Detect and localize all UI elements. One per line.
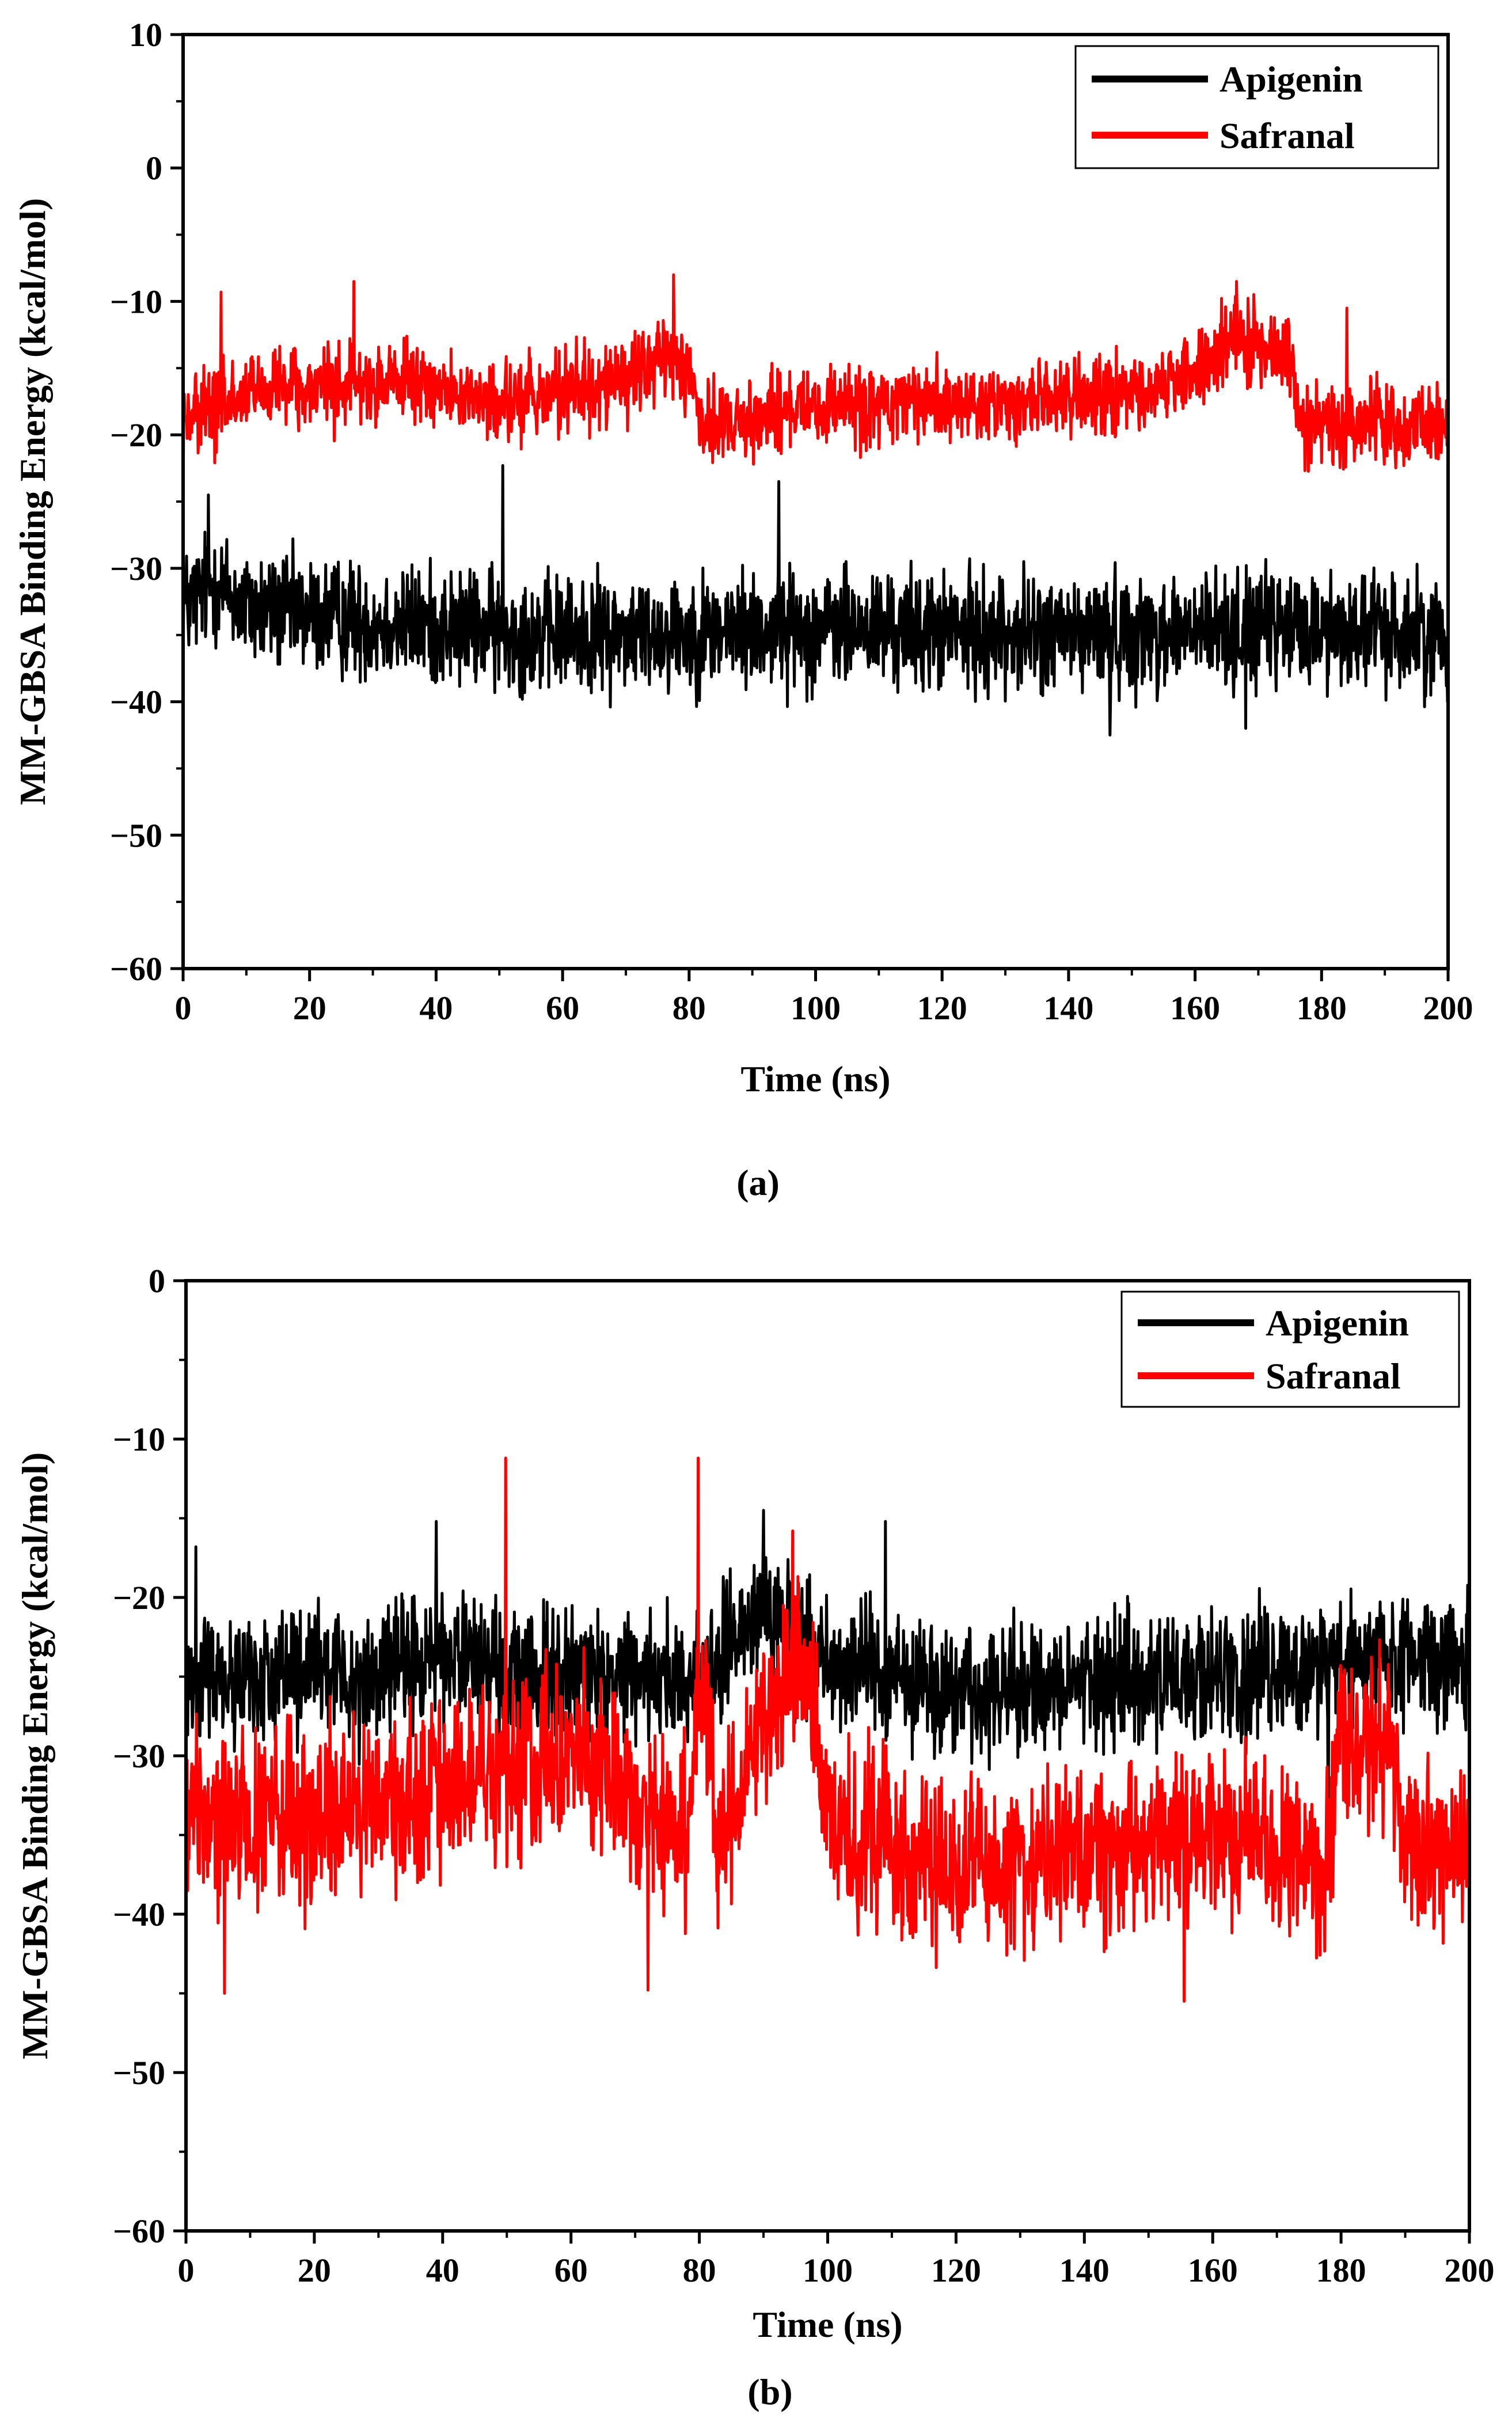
panel-b-y-tick-label: −40 bbox=[113, 1896, 165, 1933]
panel-a-series-group bbox=[181, 273, 1450, 737]
panel-a-axis-ticks: 0 20 40 60 80 100 120 140 160 180 200−60−50−40−30−… bbox=[110, 16, 1473, 1027]
panel-a-x-tick-label: 140 bbox=[1043, 989, 1093, 1027]
panel-a-x-tick-label: 180 bbox=[1297, 989, 1347, 1027]
panel-a-caption-label: (a) bbox=[736, 1162, 780, 1203]
panel-a-y-tick-label: −20 bbox=[110, 416, 162, 454]
panel-b-x-tick-label: 40 bbox=[426, 2252, 459, 2289]
panel-b-x-tick-label: 0 bbox=[178, 2252, 195, 2289]
panel-a-x-tick-label: 100 bbox=[791, 989, 841, 1027]
panel-b-y-tick-label: −60 bbox=[113, 2212, 165, 2250]
panel-b-x-axis-label: Time (ns) bbox=[753, 2304, 902, 2345]
panel-b-x-tick-label: 100 bbox=[803, 2252, 853, 2289]
panel-b-x-tick-label: 180 bbox=[1316, 2252, 1366, 2289]
panel-a-x-tick-label: 80 bbox=[673, 989, 706, 1027]
panel-b-legend: Apigenin Safranal bbox=[1120, 1291, 1460, 1408]
panel-b-x-tick-label: 80 bbox=[683, 2252, 716, 2289]
panel-b-y-tick-label: −50 bbox=[113, 2054, 165, 2092]
panel-b-caption-label: (b) bbox=[747, 2371, 792, 2412]
panel-a-legend-label-safranal: Safranal bbox=[1220, 115, 1355, 156]
panel-a-series-apigenin bbox=[181, 464, 1449, 737]
panel-a-legend-box bbox=[1074, 45, 1439, 169]
panel-b-y-axis-label: MM-GBSA Binding Energy (kcal/mol) bbox=[14, 1452, 55, 2059]
panel-a-x-tick-label: 160 bbox=[1170, 989, 1220, 1027]
panel-a-y-tick-label: −50 bbox=[110, 817, 162, 854]
panel-b-x-tick-label: 20 bbox=[298, 2252, 331, 2289]
panel-b-legend-label-apigenin: Apigenin bbox=[1266, 1303, 1409, 1343]
panel-b: 0 20 40 60 80 100 120 140 160 180 200 −60 −50 −40 −30 −… bbox=[14, 1262, 1495, 2412]
panel-a-y-tick-label: 10 bbox=[129, 16, 162, 54]
panel-a-x-tick-label: 60 bbox=[546, 989, 579, 1027]
panel-b-axis-ticks: 0 20 40 60 80 100 120 140 160 180 200 −60 −50 −40 −30 −… bbox=[113, 1262, 1495, 2289]
panel-b-x-tick-label: 60 bbox=[554, 2252, 588, 2289]
panel-b-y-tick-label: −20 bbox=[113, 1579, 165, 1616]
panel-a-series-safranal bbox=[181, 273, 1450, 508]
panel-a-x-tick-label: 40 bbox=[419, 989, 453, 1027]
panel-a-legend-label-apigenin: Apigenin bbox=[1220, 59, 1363, 100]
panel-b-y-tick-label: −30 bbox=[113, 1737, 165, 1775]
panel-a-y-tick-label: −60 bbox=[110, 950, 162, 988]
panel-a-x-axis-label: Time (ns) bbox=[740, 1058, 890, 1099]
panel-b-x-tick-label: 160 bbox=[1188, 2252, 1238, 2289]
panel-a-y-tick-label: −30 bbox=[110, 550, 162, 587]
panel-b-series-apigenin bbox=[184, 1509, 1471, 1844]
panel-a-x-tick-label: 200 bbox=[1423, 989, 1473, 1027]
panel-a-x-tick-label: 20 bbox=[293, 989, 326, 1027]
panel-b-x-tick-label: 200 bbox=[1445, 2252, 1495, 2289]
panel-b-legend-box bbox=[1120, 1291, 1460, 1408]
panel-a-y-tick-label: −10 bbox=[110, 283, 162, 320]
panel-b-x-tick-label: 120 bbox=[931, 2252, 981, 2289]
panel-b-series-safranal bbox=[184, 1456, 1471, 2003]
panel-a-y-axis-label: MM-GBSA Binding Energy (kcal/mol) bbox=[12, 198, 53, 805]
panel-a-x-tick-label: 0 bbox=[175, 989, 192, 1027]
panel-a-y-tick-label: −40 bbox=[110, 684, 162, 721]
panel-b-x-tick-label: 140 bbox=[1059, 2252, 1110, 2289]
panel-a: 0 20 40 60 80 100 120 140 160 180 200−60−50−40−30−… bbox=[12, 16, 1473, 1203]
panel-b-y-tick-label: 0 bbox=[149, 1262, 165, 1300]
panel-a-y-tick-label: 0 bbox=[146, 150, 162, 187]
panel-b-legend-label-safranal: Safranal bbox=[1266, 1356, 1401, 1396]
panel-b-y-tick-label: −10 bbox=[113, 1421, 165, 1458]
panel-a-x-tick-label: 120 bbox=[917, 989, 967, 1027]
panel-b-series-group bbox=[184, 1456, 1471, 2003]
panel-a-legend: Apigenin Safranal bbox=[1074, 45, 1439, 169]
